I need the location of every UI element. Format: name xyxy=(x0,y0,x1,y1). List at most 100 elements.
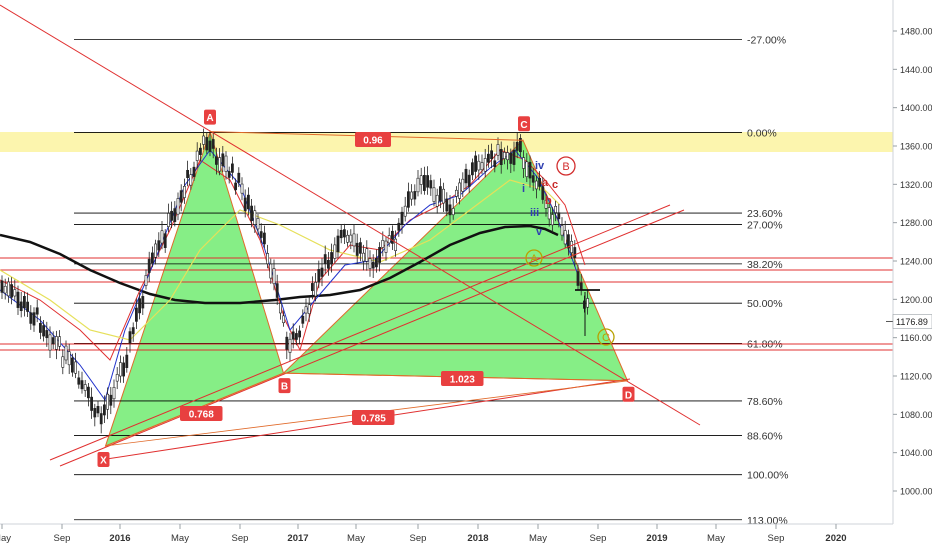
candle-body-128 xyxy=(410,191,414,200)
candle-body-110 xyxy=(352,233,356,247)
candle-body-53 xyxy=(170,210,174,221)
wave-label-iv: iv xyxy=(535,160,545,172)
y-tick-label-8: 1160.00 xyxy=(900,333,932,343)
fib-label-8: 88.60% xyxy=(747,430,783,442)
point-label-bg-D xyxy=(622,386,635,402)
candle-body-99 xyxy=(317,269,321,283)
candle-body-103 xyxy=(330,252,334,265)
candle-body-155 xyxy=(496,144,500,156)
candle-body-61 xyxy=(195,150,199,161)
ratio-label-bg-0 xyxy=(355,132,391,147)
candle-body-37 xyxy=(119,362,122,377)
x-tick-label-4: Sep xyxy=(232,533,249,544)
candle-body-65 xyxy=(208,140,212,152)
candle-body-10 xyxy=(32,312,36,326)
point-label-bg-B xyxy=(278,378,291,394)
point-label-bg-C xyxy=(518,116,530,132)
candle-body-123 xyxy=(394,238,398,251)
candle-body-97 xyxy=(310,283,314,291)
candle-body-112 xyxy=(358,242,362,254)
candle-body-26 xyxy=(83,384,87,391)
candle-body-151 xyxy=(483,158,487,172)
point-label-bg-A xyxy=(204,109,216,125)
y-tick-label-4: 1320.00 xyxy=(900,180,932,190)
candle-body-169 xyxy=(541,186,545,200)
candle-body-66 xyxy=(211,139,215,149)
candle-body-135 xyxy=(432,187,436,202)
candle-body-62 xyxy=(199,147,202,155)
candle-body-93 xyxy=(298,330,302,338)
candle-body-54 xyxy=(173,208,177,222)
candle-body-69 xyxy=(221,153,225,167)
candle-body-4 xyxy=(13,289,17,297)
candle-body-147 xyxy=(470,162,474,176)
circled-label-ring-1 xyxy=(525,249,543,267)
point-label-bg-X xyxy=(97,451,110,467)
ratio-label-bg-2 xyxy=(441,371,484,386)
candle-body-144 xyxy=(461,178,465,192)
ratio-label-3: 0.785 xyxy=(361,414,386,425)
candle-body-160 xyxy=(512,150,516,165)
candle-body-31 xyxy=(99,413,103,425)
candle-body-76 xyxy=(243,197,247,211)
candle-body-6 xyxy=(19,301,23,312)
candle-body-8 xyxy=(26,301,30,312)
candle-body-176 xyxy=(563,230,567,245)
circled-label-A: A xyxy=(530,253,538,265)
fib-label-3: 27.00% xyxy=(747,220,783,232)
x-tick-label-1: Sep xyxy=(54,533,71,544)
fib-label-1: 0.00% xyxy=(747,128,777,140)
fib-label-5: 50.00% xyxy=(747,298,783,310)
trendline-channel-lower xyxy=(59,209,685,467)
candle-body-52 xyxy=(167,213,170,227)
candle-body-14 xyxy=(45,330,49,339)
x-tick-label-13: Sep xyxy=(768,533,785,544)
point-label-C: C xyxy=(520,120,527,131)
ma-long xyxy=(0,224,559,305)
candle-body-57 xyxy=(183,186,186,198)
candle-body-24 xyxy=(77,377,81,385)
y-tick-label-3: 1360.00 xyxy=(900,142,932,152)
candle-body-90 xyxy=(288,338,292,353)
fib-levels-layer: -27.00%0.00%23.60%27.00%38.20%50.00%61.8… xyxy=(74,35,788,527)
wave-label-b: b xyxy=(545,195,552,207)
candle-body-174 xyxy=(557,212,561,220)
x-tick-label-11: 2019 xyxy=(646,533,667,544)
ma-yellow xyxy=(0,179,561,341)
candle-body-35 xyxy=(112,387,116,400)
candle-body-175 xyxy=(560,225,564,236)
candle-body-113 xyxy=(362,252,366,262)
candle-body-83 xyxy=(266,253,270,265)
candle-body-91 xyxy=(291,331,295,340)
point-label-A: A xyxy=(206,113,213,124)
highlight-zone-layer xyxy=(0,132,893,152)
candle-body-148 xyxy=(474,155,478,172)
price-badge-bg xyxy=(892,314,932,329)
candle-body-64 xyxy=(205,137,209,151)
candle-body-107 xyxy=(342,229,346,238)
wave-label-i: i xyxy=(522,183,525,195)
circled-label-ring-2 xyxy=(597,328,615,346)
candle-body-28 xyxy=(90,396,94,411)
candle-body-86 xyxy=(275,283,279,298)
candle-body-0 xyxy=(0,280,4,293)
candle-body-20 xyxy=(64,345,68,361)
fib-label-9: 100.00% xyxy=(747,470,788,482)
candle-body-98 xyxy=(314,282,318,297)
x-tick-label-14: 2020 xyxy=(825,533,846,544)
candle-body-3 xyxy=(10,284,14,298)
candle-body-77 xyxy=(247,194,250,210)
candle-body-36 xyxy=(115,374,119,382)
candle-body-138 xyxy=(442,188,446,204)
candle-body-11 xyxy=(35,307,39,315)
candle-body-33 xyxy=(106,393,110,410)
x-tick-label-3: May xyxy=(171,533,189,544)
candle-body-125 xyxy=(400,211,404,225)
x-tick-label-6: May xyxy=(347,533,365,544)
candle-body-63 xyxy=(202,135,206,145)
candle-body-179 xyxy=(573,247,577,258)
y-tick-label-5: 1280.00 xyxy=(900,218,932,228)
candle-body-34 xyxy=(109,394,113,406)
x-tick-label-8: 2018 xyxy=(467,533,488,544)
